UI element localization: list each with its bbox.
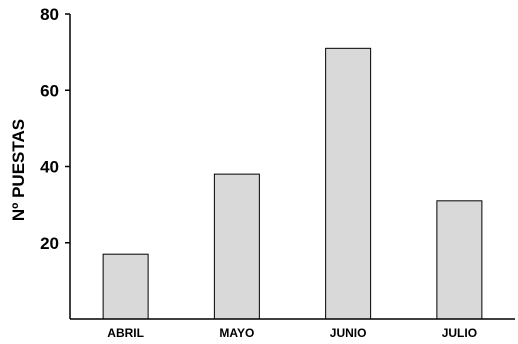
y-tick-label-40: 40 (40, 158, 59, 177)
y-tick-label-20: 20 (40, 234, 59, 253)
bar-abril (102, 253, 149, 320)
x-tick-label-abril: ABRIL (107, 326, 144, 340)
x-tick-label-junio: JUNIO (330, 326, 367, 340)
bar-julio (436, 200, 483, 320)
plot-area: ABRIL MAYO JUNIO JULIO 20 40 60 80 (40, 5, 515, 340)
y-tick-label-80: 80 (40, 5, 59, 24)
y-tick-label-60: 60 (40, 81, 59, 100)
x-tick-label-mayo: MAYO (219, 326, 254, 340)
x-tick-label-julio: JULIO (442, 326, 477, 340)
bar-mayo (213, 173, 260, 320)
bar-junio (325, 47, 372, 320)
y-axis-label: Nº PUESTAS (9, 119, 28, 221)
